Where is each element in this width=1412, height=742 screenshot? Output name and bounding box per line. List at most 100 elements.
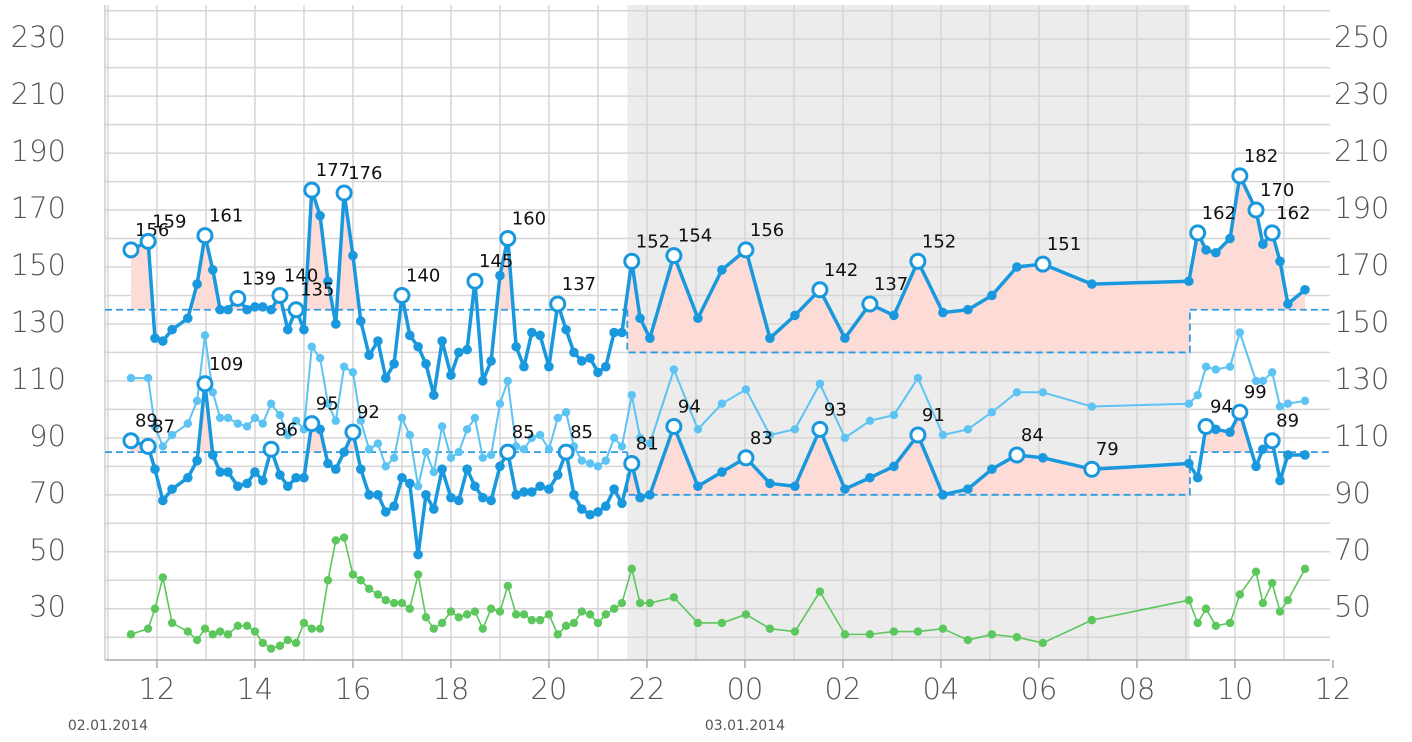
point (635, 492, 645, 503)
point (585, 610, 595, 619)
point (183, 313, 193, 324)
point (208, 630, 217, 639)
marked-point (262, 440, 280, 458)
point (299, 618, 309, 628)
point (266, 644, 276, 653)
point (561, 408, 571, 417)
marked-point (909, 252, 927, 270)
point (717, 399, 727, 408)
point (1275, 256, 1285, 267)
point (609, 327, 619, 338)
threshold-night (626, 452, 1191, 496)
point (315, 353, 325, 363)
point (250, 627, 260, 636)
point (397, 413, 407, 423)
point (617, 498, 627, 509)
point (282, 481, 293, 492)
marked-point (1008, 446, 1026, 464)
point (1300, 450, 1310, 460)
marked-point (139, 437, 157, 455)
point (291, 638, 301, 648)
point (150, 333, 160, 343)
point (356, 576, 365, 585)
point (266, 399, 276, 408)
point (1275, 402, 1285, 411)
point-label: 137 (874, 274, 908, 295)
point (526, 487, 537, 497)
point (413, 570, 423, 579)
y-tick-label: 130 (11, 305, 66, 339)
point (150, 422, 160, 431)
point (617, 598, 627, 608)
point (364, 445, 374, 454)
point (1283, 450, 1293, 460)
point (381, 595, 390, 605)
point (519, 610, 529, 619)
y2-tick-label: 190 (1334, 191, 1389, 225)
point (339, 447, 349, 457)
marked-point (861, 295, 879, 313)
point (840, 484, 850, 494)
point (446, 453, 456, 463)
point-label: 81 (636, 434, 659, 455)
point-label: 92 (357, 402, 380, 423)
point (576, 356, 587, 366)
point (717, 618, 727, 628)
point (1193, 390, 1202, 400)
marked-point (623, 252, 641, 270)
point (1225, 362, 1235, 371)
point (1012, 262, 1022, 272)
point-label: 177 (316, 160, 350, 181)
point (593, 618, 603, 628)
marked-point (1189, 224, 1207, 242)
point (339, 533, 349, 542)
point-label: 79 (1096, 439, 1119, 460)
point (291, 416, 301, 425)
point (257, 475, 268, 486)
point (617, 442, 627, 451)
point-label: 84 (1021, 425, 1044, 446)
marked-point (909, 426, 927, 444)
date-label: 02.01.2014 (68, 718, 148, 734)
point (1211, 365, 1221, 374)
x-tick-label: 12 (138, 672, 175, 706)
point (495, 270, 505, 281)
point (963, 484, 973, 494)
point (1211, 247, 1221, 258)
marked-point (1231, 403, 1249, 421)
point (208, 450, 218, 460)
point (215, 304, 225, 315)
point (593, 507, 603, 517)
point (477, 492, 488, 503)
point-label: 91 (922, 405, 945, 426)
point (250, 467, 260, 477)
point (462, 425, 472, 434)
point (315, 210, 325, 221)
point (453, 347, 464, 358)
marked-point (1034, 255, 1052, 273)
point-label: 86 (275, 419, 298, 440)
point-label: 135 (300, 280, 334, 301)
point-label: 140 (284, 265, 318, 286)
point (1225, 618, 1235, 628)
point (323, 399, 333, 408)
point (389, 359, 399, 369)
point (1235, 590, 1245, 599)
point (150, 604, 160, 613)
point (233, 419, 242, 428)
point (454, 447, 463, 457)
point (1300, 284, 1310, 295)
point (446, 370, 456, 381)
point (126, 373, 136, 383)
point-label: 85 (570, 422, 593, 443)
point (1038, 453, 1048, 463)
point (257, 302, 268, 312)
point (233, 621, 242, 631)
marked-point (811, 420, 829, 438)
point (1087, 402, 1097, 411)
y-tick-label: 30 (29, 590, 66, 624)
y2-tick-label: 110 (1334, 419, 1389, 453)
point-label: 152 (922, 231, 956, 252)
point (569, 490, 579, 500)
point (569, 347, 579, 358)
